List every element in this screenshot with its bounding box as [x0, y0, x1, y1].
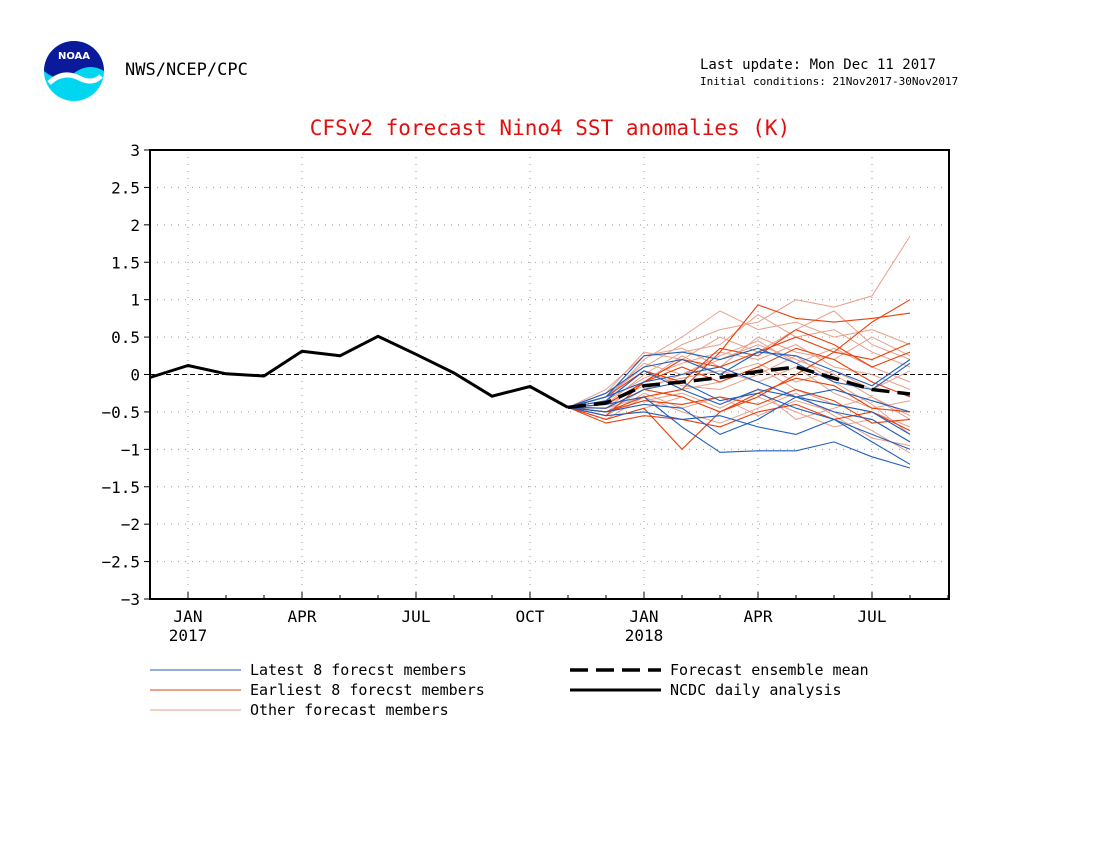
earliest-member-line	[567, 328, 911, 408]
y-tick-label: 3	[130, 141, 140, 160]
y-tick-label: 2	[130, 216, 140, 235]
grid	[150, 149, 949, 600]
x-tick-label: OCT	[516, 607, 545, 626]
legend-label: NCDC daily analysis	[670, 681, 842, 699]
y-tick-label: 0.5	[111, 328, 140, 347]
plot-frame	[149, 149, 950, 600]
ensemble-mean-line	[567, 365, 911, 410]
x-tick-label: APR	[288, 607, 317, 626]
latest-member-line	[567, 396, 911, 469]
x-tick-label: JAN	[174, 607, 203, 626]
analysis	[149, 334, 569, 409]
legend-label: Other forecast members	[250, 701, 449, 719]
ensemble-mean	[567, 365, 911, 410]
y-tick-label: −0.5	[101, 403, 140, 422]
chart-title: CFSv2 forecast Nino4 SST anomalies (K)	[310, 116, 790, 140]
x-tick-label: JUL	[858, 607, 887, 626]
legend-label: Forecast ensemble mean	[670, 661, 869, 679]
latest-members	[567, 347, 911, 469]
latest-member-line	[567, 396, 911, 436]
y-tick-label: −2	[121, 515, 140, 534]
x-year-label: 2018	[625, 626, 664, 645]
legend-label: Earliest 8 forecst members	[250, 681, 485, 699]
noaa-logo-icon: NOAA	[44, 41, 104, 101]
y-tick-label: 2.5	[111, 178, 140, 197]
y-axis: 3 2.5 2 1.5 1 0.5 0 −0.5 −1 −1.5 −2 −2.5 −3	[101, 141, 150, 609]
y-tick-label: 0	[130, 366, 140, 385]
other-member-line	[567, 235, 911, 408]
latest-member-line	[567, 347, 911, 408]
noaa-logo-text: NOAA	[58, 51, 90, 62]
latest-member-line	[567, 406, 911, 465]
analysis-line	[149, 334, 569, 409]
y-tick-label: −2.5	[101, 553, 140, 572]
x-tick-label: JAN	[630, 607, 659, 626]
initial-conditions-label: Initial conditions: 21Nov2017-30Nov2017	[700, 75, 959, 88]
y-tick-label: −1	[121, 440, 140, 459]
last-update-label: Last update: Mon Dec 11 2017	[700, 57, 937, 73]
legend-label: Latest 8 forecst members	[250, 661, 467, 679]
x-year-label: 2017	[169, 626, 208, 645]
y-tick-label: 1.5	[111, 253, 140, 272]
y-tick-label: 1	[130, 291, 140, 310]
latest-member-line	[567, 366, 911, 413]
latest-member-line	[567, 351, 911, 408]
latest-member-line	[567, 381, 911, 450]
legend: Latest 8 forecst members Earliest 8 forec…	[150, 661, 869, 719]
x-tick-label: JUL	[402, 607, 431, 626]
x-tick-label: APR	[744, 607, 773, 626]
organization-label: NWS/NCEP/CPC	[125, 60, 248, 80]
y-tick-label: −1.5	[101, 478, 140, 497]
y-tick-label: −3	[121, 590, 140, 609]
earliest-member-line	[567, 388, 911, 424]
earliest-member-line	[567, 304, 911, 413]
